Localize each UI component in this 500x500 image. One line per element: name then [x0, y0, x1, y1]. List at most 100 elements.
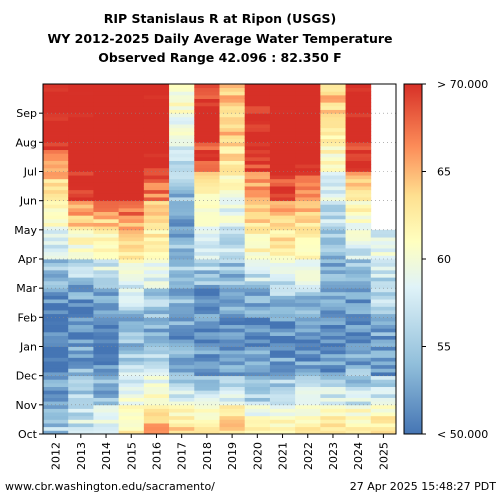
heat-cell [244, 211, 271, 216]
heat-cell [219, 109, 246, 114]
heat-cell [118, 120, 145, 125]
heat-cell [219, 145, 246, 151]
heat-cell [295, 255, 321, 260]
heat-cell [219, 186, 246, 191]
heat-cell [219, 430, 246, 435]
heat-cell [194, 259, 220, 264]
heat-cell [118, 375, 145, 380]
colorbar-tick-label: 65 [437, 166, 451, 179]
heat-cell [219, 372, 246, 377]
heat-cell [219, 124, 246, 129]
heat-cell [43, 335, 69, 340]
heat-cell [295, 167, 321, 172]
heat-cell [244, 127, 271, 132]
heat-cell [295, 94, 321, 99]
heat-cell [219, 171, 246, 176]
heat-cell [320, 393, 346, 398]
heat-cell [169, 269, 195, 274]
heat-cell [68, 120, 94, 125]
heat-cell [269, 91, 296, 96]
heat-cell [194, 277, 220, 282]
heat-cell [320, 94, 346, 99]
heat-cell [118, 135, 145, 140]
heat-cell [169, 324, 195, 329]
heat-cell [244, 397, 271, 402]
heat-cell [320, 284, 346, 289]
heat-cell [320, 131, 346, 136]
heat-cell [320, 135, 346, 140]
heat-cell [169, 295, 195, 300]
heat-cell [269, 291, 296, 296]
heat-cell [269, 426, 296, 431]
heat-cell [345, 430, 372, 435]
heat-cell [320, 386, 346, 391]
heat-cell [219, 423, 246, 428]
heat-cell [320, 124, 346, 129]
heat-cell [269, 189, 296, 194]
heat-cell [43, 379, 69, 384]
heat-cell [219, 215, 246, 220]
heat-cell [320, 193, 346, 198]
heat-cell [244, 145, 271, 151]
heat-cell [143, 320, 170, 326]
heat-cell [118, 393, 145, 398]
heat-cell [345, 408, 372, 413]
heat-cell [68, 408, 94, 413]
heat-cell [345, 189, 372, 194]
heat-cell [169, 390, 195, 395]
heat-cell [370, 353, 397, 358]
heat-cell [244, 430, 271, 435]
heat-cell [118, 244, 145, 249]
heat-cell [93, 342, 120, 347]
heat-cell [143, 149, 170, 154]
heat-cell [269, 193, 296, 198]
heat-cell [219, 342, 246, 347]
heat-cell [169, 105, 195, 110]
heat-cell [118, 408, 145, 413]
heat-cell [295, 218, 321, 223]
heat-cell [169, 357, 195, 362]
heat-cell [143, 164, 170, 169]
heat-cell [169, 84, 195, 89]
heat-cell [295, 171, 321, 176]
heat-cell [295, 131, 321, 136]
heat-cell [143, 145, 170, 151]
heat-cell [43, 382, 69, 388]
heat-cell [370, 320, 397, 326]
heat-cell [345, 160, 372, 165]
heat-cell [345, 211, 372, 216]
heat-cell [68, 291, 94, 296]
heat-cell [43, 116, 69, 121]
heat-cell [194, 138, 220, 143]
heat-cell [269, 313, 296, 318]
heat-cell [169, 299, 195, 304]
heat-cell [143, 342, 170, 347]
heat-cell [295, 233, 321, 238]
heat-cell [345, 273, 372, 278]
heat-cell [43, 419, 69, 424]
heat-cell [118, 288, 145, 293]
heat-cell [68, 386, 94, 391]
heat-cell [194, 120, 220, 125]
heat-cell [68, 295, 94, 300]
heat-cell [93, 138, 120, 143]
heat-cell [143, 193, 170, 198]
heat-cell [118, 273, 145, 278]
heat-cell [269, 153, 296, 158]
heat-cell [43, 353, 69, 358]
heat-cell [118, 382, 145, 388]
x-tick-label: 2025 [377, 442, 390, 470]
heat-cell [93, 361, 120, 366]
heat-cell [295, 339, 321, 344]
heat-cell [219, 313, 246, 318]
heat-cell [118, 390, 145, 395]
heat-cell [194, 269, 220, 274]
heat-cell [320, 215, 346, 220]
heat-cell [43, 310, 69, 315]
heat-cell [93, 149, 120, 154]
heat-cell [269, 222, 296, 227]
heat-cell [68, 397, 94, 402]
heat-cell [244, 193, 271, 198]
heat-cell [194, 339, 220, 344]
heat-cell [68, 156, 94, 161]
